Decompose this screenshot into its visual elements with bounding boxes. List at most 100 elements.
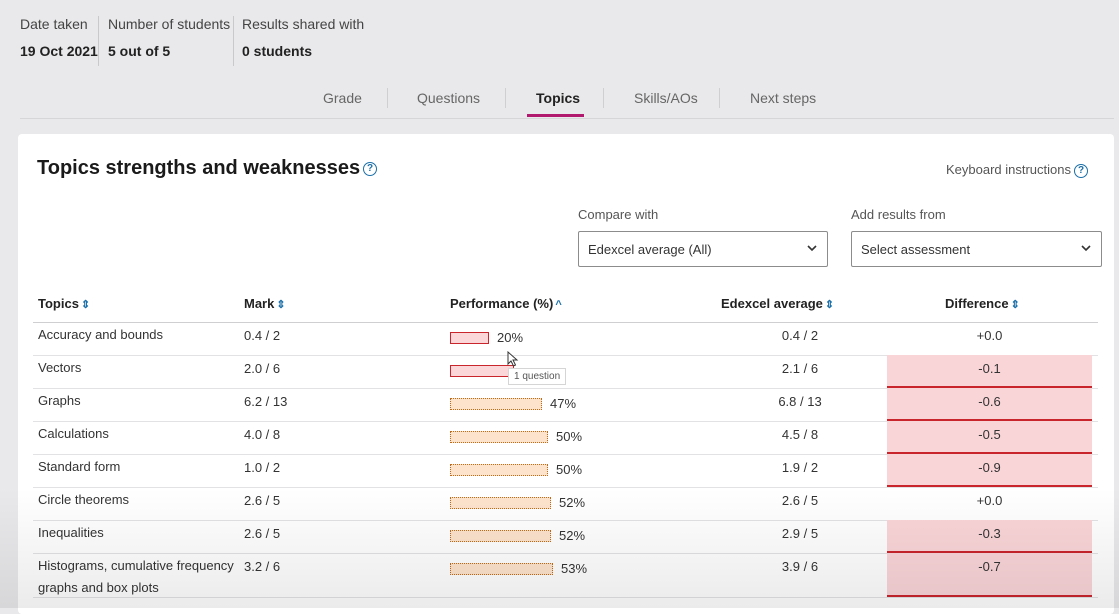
topic-name: Graphs bbox=[38, 393, 81, 408]
difference-value: -0.5 bbox=[978, 427, 1001, 442]
compare-with-select[interactable]: Edexcel average (All) bbox=[578, 231, 828, 267]
difference-highlight bbox=[887, 454, 1092, 487]
column-header-mark-label: Mark bbox=[244, 296, 275, 311]
column-header-mark[interactable]: Mark ⇕ bbox=[244, 296, 286, 311]
difference-value: -0.7 bbox=[978, 559, 1001, 574]
column-header-topics-label: Topics bbox=[38, 296, 79, 311]
tab-grade[interactable]: Grade bbox=[323, 90, 362, 106]
performance-bar[interactable] bbox=[450, 563, 553, 575]
performance-bar[interactable] bbox=[450, 365, 514, 377]
chevron-down-icon bbox=[1081, 245, 1091, 252]
difference-value: -0.1 bbox=[978, 361, 1001, 376]
edexcel-average-value: 4.5 / 8 bbox=[781, 427, 819, 442]
sort-icon: ⇕ bbox=[824, 299, 835, 311]
sort-icon: ⇕ bbox=[1010, 299, 1020, 311]
results-shared-label: Results shared with bbox=[242, 16, 365, 32]
performance-percent: 52% bbox=[559, 528, 586, 543]
difference-highlight bbox=[887, 520, 1092, 553]
performance-bar[interactable] bbox=[450, 464, 548, 476]
sort-icon: ⇕ bbox=[80, 299, 91, 311]
help-icon: ? bbox=[1074, 163, 1088, 178]
help-icon[interactable]: ? bbox=[363, 161, 378, 176]
table-row: Standard form 1.0 / 2 50% 1.9 / 2 -0.9 bbox=[33, 454, 1098, 488]
column-header-topics[interactable]: Topics ⇕ bbox=[38, 296, 90, 311]
column-header-performance[interactable]: Performance (%) ^ bbox=[450, 296, 562, 311]
column-header-edexcel-average-label: Edexcel average bbox=[721, 296, 823, 311]
active-tab-indicator bbox=[527, 114, 584, 117]
performance-percent: 50% bbox=[556, 462, 583, 477]
edexcel-average-value: 3.9 / 6 bbox=[781, 559, 819, 574]
table-row: Calculations 4.0 / 8 50% 4.5 / 8 -0.5 bbox=[33, 421, 1098, 455]
difference-value: -0.9 bbox=[978, 460, 1001, 475]
edexcel-average-value: 2.9 / 5 bbox=[781, 526, 819, 541]
meta-divider bbox=[233, 16, 234, 66]
keyboard-instructions-label: Keyboard instructions bbox=[945, 162, 1071, 177]
difference-highlight bbox=[887, 421, 1092, 454]
performance-tooltip: 1 question bbox=[508, 368, 567, 385]
tab-questions[interactable]: Questions bbox=[417, 90, 481, 106]
page-title-text: Topics strengths and weaknesses bbox=[37, 157, 361, 179]
column-header-performance-label: Performance (%) bbox=[450, 296, 554, 311]
number-of-students-label: Number of students bbox=[108, 16, 231, 32]
mouse-pointer-icon bbox=[507, 351, 519, 367]
tab-bar: Grade Questions Topics Skills/AOs Next s… bbox=[20, 80, 1114, 119]
tab-topics[interactable]: Topics bbox=[536, 90, 581, 106]
mark-value: 1.0 / 2 bbox=[244, 460, 281, 475]
tab-skills-aos[interactable]: Skills/AOs bbox=[634, 90, 698, 106]
mark-value: 6.2 / 13 bbox=[244, 394, 288, 409]
results-shared: Results shared with 0 students bbox=[242, 16, 364, 66]
table-row: Vectors 2.0 / 6 2.1 / 6 -0.1 bbox=[33, 355, 1098, 389]
performance-percent: 20% bbox=[497, 330, 524, 345]
performance-bar[interactable] bbox=[450, 530, 551, 542]
column-header-difference-label: Difference bbox=[945, 296, 1009, 311]
edexcel-average-value: 0.4 / 2 bbox=[781, 328, 819, 343]
difference-highlight bbox=[887, 388, 1092, 421]
difference-value: +0.0 bbox=[976, 328, 1003, 343]
topic-name: Calculations bbox=[38, 426, 109, 441]
tab-next-steps[interactable]: Next steps bbox=[750, 90, 817, 106]
column-header-difference[interactable]: Difference ⇕ bbox=[945, 296, 1020, 311]
mark-value: 2.6 / 5 bbox=[244, 526, 281, 541]
difference-highlight bbox=[887, 553, 1092, 597]
topic-name: Histograms, cumulative frequency graphs … bbox=[38, 558, 234, 595]
performance-bar[interactable] bbox=[450, 332, 489, 344]
mark-value: 2.0 / 6 bbox=[244, 361, 281, 376]
topic-name: Accuracy and bounds bbox=[38, 327, 164, 342]
column-header-edexcel-average[interactable]: Edexcel average ⇕ bbox=[721, 296, 834, 311]
add-results-label: Add results from bbox=[851, 207, 946, 222]
date-taken-label: Date taken bbox=[20, 16, 88, 32]
date-taken-value: 19 Oct 2021 bbox=[20, 43, 98, 59]
edexcel-average-value: 2.6 / 5 bbox=[781, 493, 819, 508]
tab-divider bbox=[505, 88, 506, 108]
table-row: Histograms, cumulative frequency graphs … bbox=[33, 553, 1098, 598]
table-row: Graphs 6.2 / 13 47% 6.8 / 13 -0.6 bbox=[33, 388, 1098, 422]
keyboard-instructions-link[interactable]: Keyboard instructions? bbox=[946, 162, 1088, 178]
performance-bar[interactable] bbox=[450, 431, 548, 443]
results-shared-value: 0 students bbox=[242, 43, 313, 59]
date-taken: Date taken 19 Oct 2021 bbox=[20, 16, 98, 66]
difference-value: -0.3 bbox=[978, 526, 1001, 541]
add-results-select[interactable]: Select assessment bbox=[851, 231, 1102, 267]
difference-value: -0.6 bbox=[978, 394, 1001, 409]
sort-ascending-icon: ^ bbox=[555, 299, 562, 311]
meta-divider bbox=[98, 16, 99, 66]
mark-value: 2.6 / 5 bbox=[244, 493, 281, 508]
topic-name: Inequalities bbox=[38, 525, 104, 540]
compare-with-label: Compare with bbox=[578, 207, 659, 222]
tab-divider bbox=[603, 88, 604, 108]
topics-card: Topics strengths and weaknesses? Keyboar… bbox=[18, 134, 1114, 614]
performance-bar[interactable] bbox=[450, 497, 551, 509]
compare-with-value: Edexcel average (All) bbox=[588, 242, 712, 257]
difference-value: +0.0 bbox=[976, 493, 1003, 508]
tab-divider bbox=[387, 88, 388, 108]
chevron-down-icon bbox=[807, 245, 817, 252]
topic-name: Vectors bbox=[38, 360, 82, 375]
difference-highlight bbox=[887, 355, 1092, 388]
number-of-students: Number of students 5 out of 5 bbox=[108, 16, 230, 66]
performance-bar[interactable] bbox=[450, 398, 542, 410]
tab-divider bbox=[719, 88, 720, 108]
mark-value: 4.0 / 8 bbox=[244, 427, 281, 442]
table-header: Topics ⇕ Mark ⇕ Performance (%) ^ Edexcel a… bbox=[33, 290, 1098, 323]
sort-icon: ⇕ bbox=[276, 299, 286, 311]
number-of-students-value: 5 out of 5 bbox=[108, 43, 171, 59]
